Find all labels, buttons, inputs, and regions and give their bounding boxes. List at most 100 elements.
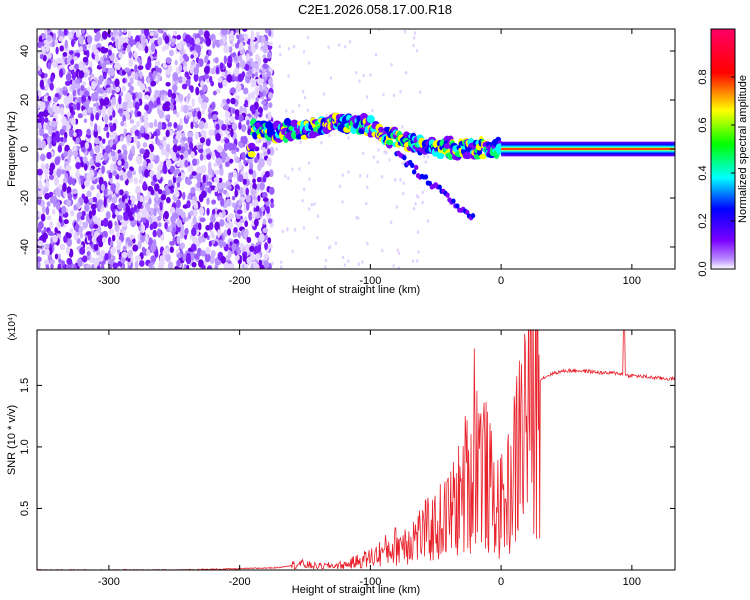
noise-speckle bbox=[147, 162, 154, 170]
noise-speckle bbox=[258, 233, 265, 243]
noise-speckle bbox=[78, 219, 83, 226]
noise-speckle bbox=[179, 230, 185, 239]
noise-speckle bbox=[327, 45, 330, 50]
noise-speckle bbox=[200, 190, 207, 199]
noise-speckle bbox=[198, 235, 203, 244]
noise-speckle bbox=[57, 144, 63, 153]
noise-speckle bbox=[126, 44, 132, 53]
y-tick-label: -40 bbox=[19, 239, 31, 255]
ridge-blob bbox=[477, 148, 483, 156]
noise-speckle bbox=[249, 162, 254, 171]
noise-speckle bbox=[39, 102, 46, 111]
ridge-blob bbox=[470, 213, 476, 219]
noise-speckle bbox=[134, 129, 140, 137]
noise-speckle bbox=[123, 149, 128, 156]
noise-speckle bbox=[41, 205, 46, 214]
noise-speckle bbox=[211, 151, 216, 161]
ridge-blob bbox=[378, 126, 384, 133]
noise-speckle bbox=[341, 200, 344, 204]
noise-speckle bbox=[392, 93, 396, 98]
noise-speckle bbox=[68, 32, 73, 39]
noise-speckle bbox=[144, 104, 150, 111]
noise-speckle bbox=[243, 33, 249, 43]
noise-speckle bbox=[265, 200, 270, 207]
noise-speckle bbox=[135, 255, 141, 262]
noise-speckle bbox=[371, 108, 374, 113]
noise-speckle bbox=[266, 71, 271, 78]
noise-speckle bbox=[186, 200, 191, 209]
noise-speckle bbox=[197, 144, 204, 150]
noise-speckle bbox=[181, 83, 188, 90]
noise-speckle bbox=[426, 155, 430, 159]
noise-speckle bbox=[341, 173, 344, 177]
noise-speckle bbox=[99, 98, 104, 107]
noise-speckle bbox=[172, 139, 179, 144]
noise-speckle bbox=[200, 94, 206, 100]
noise-speckle bbox=[77, 257, 83, 267]
noise-speckle bbox=[94, 137, 100, 145]
ridge-blob bbox=[411, 169, 417, 175]
noise-speckle bbox=[93, 48, 99, 56]
noise-speckle bbox=[91, 263, 95, 269]
noise-speckle bbox=[235, 147, 240, 153]
noise-speckle bbox=[81, 29, 86, 34]
noise-speckle bbox=[211, 199, 217, 205]
noise-speckle bbox=[372, 155, 375, 159]
y-tick-label: 40 bbox=[19, 45, 31, 57]
noise-speckle bbox=[241, 152, 246, 161]
noise-speckle bbox=[63, 29, 68, 36]
noise-speckle bbox=[177, 145, 182, 151]
noise-speckle bbox=[74, 118, 79, 125]
colorbar-ticks: 0.0 0.2 0.4 0.6 0.8 bbox=[697, 69, 735, 277]
noise-speckle bbox=[245, 187, 249, 196]
noise-speckle bbox=[182, 53, 188, 60]
noise-speckle bbox=[206, 197, 210, 205]
noise-speckle bbox=[38, 111, 45, 117]
noise-speckle bbox=[37, 152, 40, 162]
noise-speckle bbox=[122, 77, 126, 84]
colorbar-tick-label: 0.6 bbox=[697, 117, 709, 132]
noise-speckle bbox=[92, 196, 98, 203]
noise-speckle bbox=[37, 130, 40, 136]
noise-speckle bbox=[163, 210, 169, 220]
noise-speckle bbox=[226, 228, 232, 236]
noise-speckle bbox=[99, 140, 103, 148]
noise-speckle bbox=[233, 67, 240, 77]
noise-speckle bbox=[70, 85, 76, 91]
noise-speckle bbox=[231, 195, 236, 201]
noise-speckle bbox=[218, 195, 223, 201]
colorbar-scale bbox=[710, 28, 736, 270]
noise-speckle bbox=[44, 73, 48, 78]
noise-speckle bbox=[362, 73, 365, 78]
noise-speckle bbox=[160, 122, 167, 130]
noise-speckle bbox=[150, 80, 157, 87]
noise-speckle bbox=[103, 72, 107, 80]
noise-speckle bbox=[137, 44, 144, 52]
noise-speckle bbox=[365, 95, 369, 99]
noise-speckle bbox=[267, 148, 271, 155]
noise-speckle bbox=[328, 246, 331, 250]
noise-speckle bbox=[111, 36, 116, 42]
noise-speckle bbox=[84, 99, 90, 106]
noise-speckle bbox=[158, 110, 165, 119]
noise-speckle bbox=[226, 98, 231, 104]
noise-speckle bbox=[152, 229, 157, 238]
noise-speckle bbox=[187, 131, 194, 138]
noise-speckle bbox=[225, 192, 230, 198]
noise-speckle bbox=[222, 241, 227, 247]
noise-speckle bbox=[313, 202, 316, 206]
noise-speckle bbox=[154, 183, 160, 192]
noise-speckle bbox=[150, 180, 156, 187]
noise-speckle bbox=[302, 89, 305, 94]
noise-speckle bbox=[160, 193, 167, 201]
noise-speckle bbox=[287, 47, 291, 51]
noise-speckle bbox=[307, 161, 311, 165]
noise-speckle bbox=[131, 71, 136, 80]
noise-speckle bbox=[80, 160, 84, 167]
noise-speckle bbox=[157, 222, 162, 228]
noise-speckle bbox=[150, 188, 155, 196]
noise-speckle bbox=[285, 228, 289, 232]
noise-speckle bbox=[104, 114, 109, 124]
noise-speckle bbox=[95, 162, 101, 168]
noise-speckle bbox=[206, 207, 210, 216]
